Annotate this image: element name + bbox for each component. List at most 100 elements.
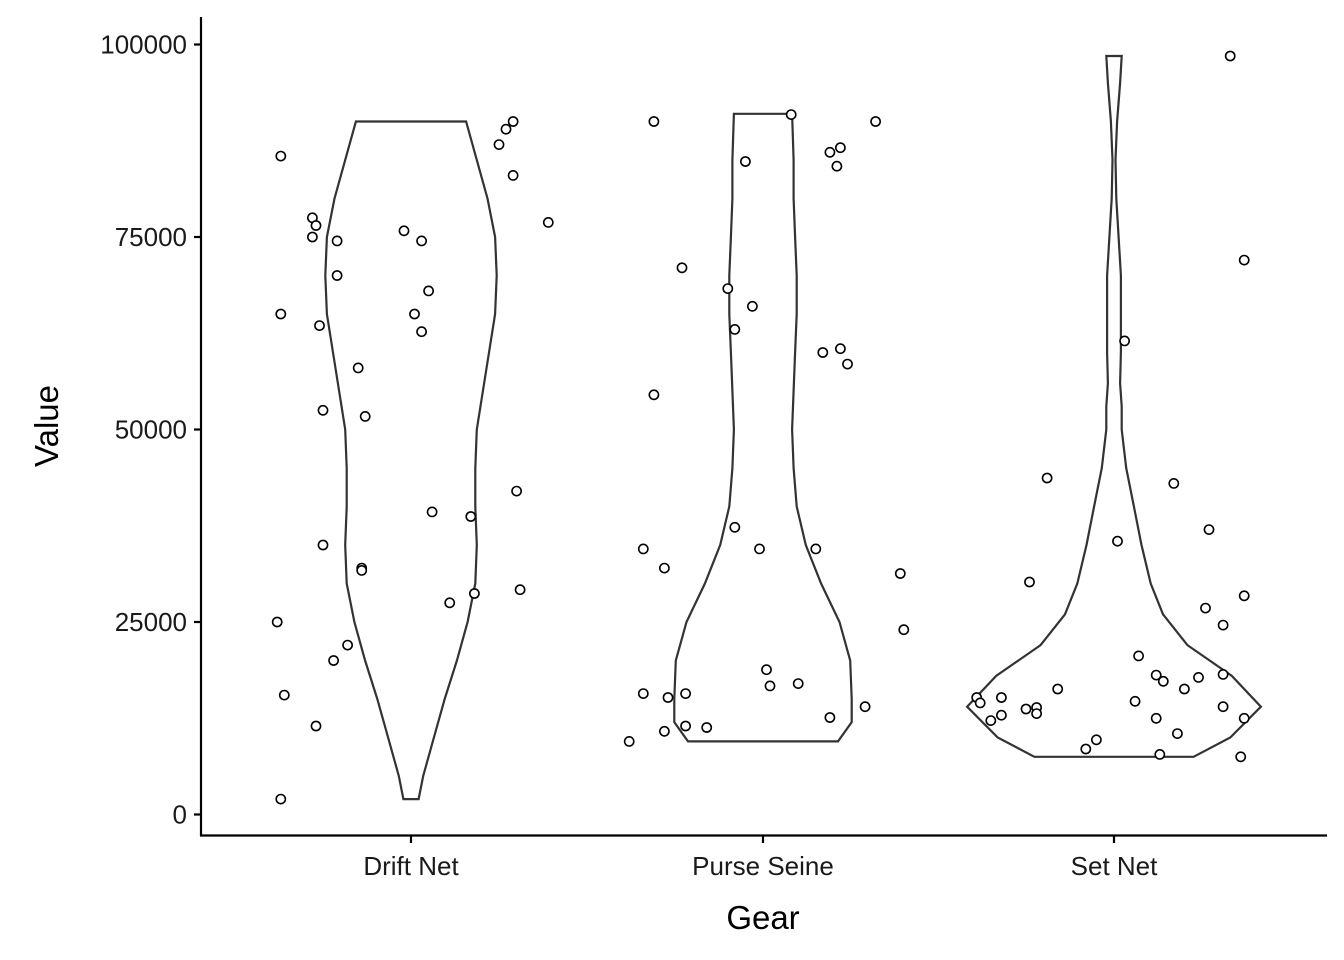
data-point-drift-net (331, 270, 343, 281)
data-point-purse-seine (761, 664, 772, 676)
data-point-purse-seine (835, 142, 846, 154)
y-tick-label: 25000 (115, 607, 187, 637)
data-point-purse-seine (662, 692, 674, 703)
data-point-drift-net (468, 588, 480, 599)
violin-purse-seine (673, 112, 853, 743)
y-axis-ticks: 0 25000 50000 75000 100000 (100, 30, 201, 830)
data-point-purse-seine (680, 688, 691, 699)
data-point-purse-seine (637, 688, 649, 699)
data-point-drift-net (542, 216, 554, 228)
y-axis-title: Value (28, 385, 65, 467)
data-point-purse-seine (680, 720, 691, 732)
x-axis-title: Gear (726, 899, 799, 936)
data-point-drift-net (342, 639, 353, 651)
data-point-purse-seine (729, 521, 741, 533)
data-point-set-net (1080, 743, 1092, 755)
y-tick-label: 100000 (100, 30, 187, 60)
data-point-set-net (1129, 695, 1141, 707)
data-point-drift-net (275, 308, 287, 320)
data-point-set-net (1200, 602, 1211, 614)
data-point-set-net (1020, 703, 1032, 715)
x-axis-ticks: Drift Net Purse Seine Set Net (363, 836, 1158, 881)
y-tick-label: 0 (173, 800, 187, 830)
data-point-set-net (1224, 50, 1236, 62)
data-point-purse-seine (740, 156, 751, 167)
data-point-set-net (1238, 254, 1250, 266)
data-point-set-net (1168, 477, 1180, 489)
data-point-purse-seine (831, 160, 843, 172)
violin-set-net (965, 54, 1263, 758)
data-point-set-net (1217, 701, 1229, 713)
data-point-drift-net (507, 116, 519, 127)
x-tick-label-set-net: Set Net (1071, 851, 1158, 881)
data-point-drift-net (278, 689, 290, 701)
data-point-purse-seine (729, 323, 741, 335)
data-point-set-net (1052, 683, 1064, 695)
data-point-drift-net (271, 616, 283, 628)
data-point-drift-net (507, 169, 519, 181)
data-point-purse-seine (754, 543, 765, 555)
data-point-purse-seine (659, 562, 670, 574)
data-point-set-net (974, 697, 986, 709)
data-point-purse-seine (870, 116, 881, 127)
data-point-purse-seine (824, 146, 836, 158)
data-point-set-net (1150, 669, 1162, 681)
data-point-drift-net (514, 584, 526, 596)
data-point-set-net (1041, 472, 1053, 484)
violin-drift-net (324, 120, 498, 801)
data-point-drift-net (306, 231, 318, 243)
data-point-purse-seine (648, 389, 660, 401)
data-point-set-net (1193, 672, 1204, 683)
data-point-set-net (1091, 734, 1102, 746)
data-point-drift-net (493, 139, 505, 150)
data-point-drift-net (356, 565, 368, 576)
data-point-purse-seine (764, 680, 776, 692)
data-point-drift-net (359, 410, 371, 422)
data-point-set-net (1179, 683, 1190, 695)
data-point-purse-seine (722, 283, 734, 294)
data-point-set-net (1031, 708, 1042, 719)
data-point-purse-seine (623, 736, 635, 747)
data-point-set-net (1133, 650, 1144, 662)
data-point-purse-seine (842, 358, 853, 370)
data-point-set-net (1238, 712, 1250, 724)
data-point-set-net (1203, 524, 1215, 535)
data-point-drift-net (398, 225, 410, 237)
data-point-set-net (996, 709, 1007, 721)
data-point-drift-net (423, 285, 434, 297)
data-point-drift-net (317, 539, 329, 551)
data-point-purse-seine (648, 116, 660, 127)
jitter-points-layer (271, 50, 1250, 805)
data-point-purse-seine (637, 543, 649, 555)
data-point-purse-seine (835, 343, 846, 355)
data-point-set-net (985, 715, 997, 726)
data-point-drift-net (444, 597, 456, 609)
data-point-set-net (1112, 535, 1123, 547)
data-point-purse-seine (659, 725, 670, 737)
data-point-drift-net (500, 123, 512, 135)
data-point-drift-net (331, 235, 343, 247)
violins-layer (324, 54, 1263, 801)
x-tick-label-drift-net: Drift Net (363, 851, 459, 881)
data-point-purse-seine (701, 722, 713, 733)
data-point-purse-seine (785, 109, 797, 120)
data-point-set-net (1238, 590, 1250, 602)
data-point-purse-seine (824, 712, 836, 723)
data-point-set-net (1217, 619, 1229, 631)
data-point-set-net (1217, 669, 1229, 680)
y-tick-label: 50000 (115, 415, 187, 445)
data-point-set-net (996, 692, 1007, 703)
data-point-drift-net (275, 150, 287, 162)
data-point-set-net (1119, 335, 1130, 347)
data-point-drift-net (328, 655, 339, 666)
data-point-drift-net (465, 511, 477, 522)
data-point-drift-net (275, 793, 287, 805)
data-point-set-net (1172, 728, 1183, 739)
data-point-drift-net (352, 362, 364, 374)
data-point-drift-net (314, 320, 325, 331)
data-point-drift-net (426, 506, 438, 518)
data-point-set-net (1024, 576, 1035, 588)
data-point-drift-net (409, 308, 420, 320)
data-point-drift-net (511, 485, 522, 497)
